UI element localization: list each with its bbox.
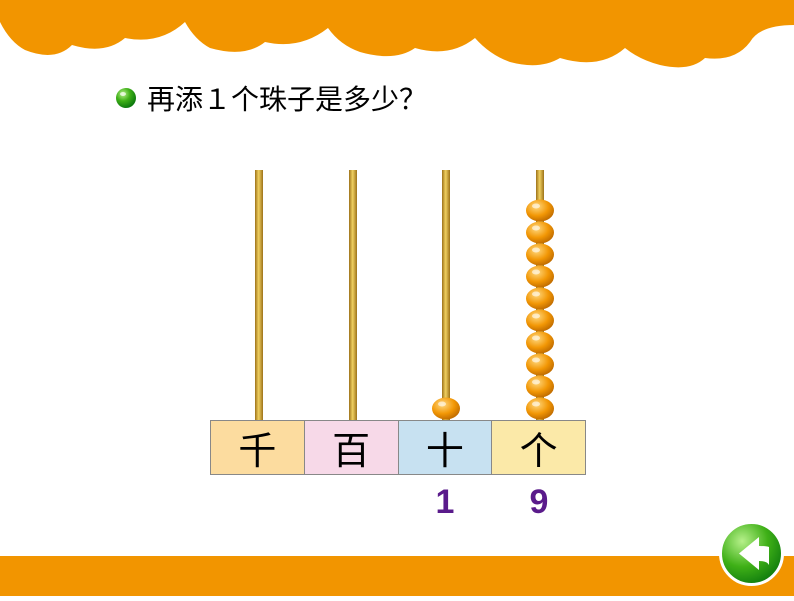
bead — [525, 265, 555, 288]
number-百 — [304, 483, 398, 522]
place-label-百: 百 — [305, 421, 399, 474]
bullet-icon — [115, 87, 137, 109]
rod-十 — [442, 170, 450, 420]
rod-百 — [349, 170, 357, 420]
bead — [525, 331, 555, 354]
bead — [525, 397, 555, 420]
bead — [525, 199, 555, 222]
bead — [525, 243, 555, 266]
bead — [525, 375, 555, 398]
number-千 — [210, 483, 304, 522]
bead — [431, 397, 461, 420]
numbers-row: 19 — [210, 483, 586, 522]
place-value-labels: 千百十个 — [210, 420, 586, 475]
top-decoration — [0, 0, 794, 70]
question-row: 再添１个珠子是多少？ — [115, 78, 427, 118]
bead — [525, 309, 555, 332]
rods-container — [210, 170, 590, 420]
number-十: 1 — [398, 483, 492, 522]
number-个: 9 — [492, 483, 586, 522]
back-button[interactable] — [719, 521, 784, 586]
place-label-千: 千 — [211, 421, 305, 474]
question-text: 再添１个珠子是多少？ — [147, 78, 427, 118]
bead — [525, 287, 555, 310]
abacus: 千百十个 19 — [210, 170, 590, 530]
bead — [525, 353, 555, 376]
rod-千 — [255, 170, 263, 420]
bead — [525, 221, 555, 244]
bottom-bar — [0, 556, 794, 596]
place-label-个: 个 — [492, 421, 585, 474]
place-label-十: 十 — [399, 421, 493, 474]
